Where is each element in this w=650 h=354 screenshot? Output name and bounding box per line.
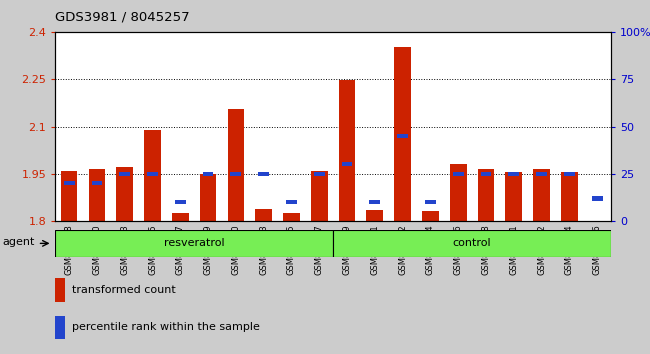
Text: percentile rank within the sample: percentile rank within the sample <box>72 322 260 332</box>
Bar <box>536 172 547 176</box>
Bar <box>533 169 550 221</box>
Bar <box>339 80 356 221</box>
Bar <box>450 164 467 221</box>
Bar <box>200 174 216 221</box>
Bar <box>480 172 491 176</box>
Bar <box>258 172 269 176</box>
Bar <box>203 172 213 176</box>
Bar <box>116 167 133 221</box>
Bar <box>369 200 380 204</box>
Bar <box>61 171 77 221</box>
Bar <box>367 210 383 221</box>
Bar <box>55 316 65 339</box>
Bar <box>478 169 494 221</box>
Bar <box>508 172 519 176</box>
Bar <box>395 47 411 221</box>
Bar <box>453 172 463 176</box>
Bar <box>64 181 75 185</box>
Bar <box>144 130 161 221</box>
Bar <box>286 200 297 204</box>
Bar <box>333 230 611 257</box>
Bar <box>55 230 333 257</box>
Text: control: control <box>453 238 491 249</box>
Bar <box>592 196 603 201</box>
Bar <box>120 172 130 176</box>
Bar <box>147 172 158 176</box>
Bar <box>283 213 300 221</box>
Text: transformed count: transformed count <box>72 285 176 295</box>
Bar <box>422 211 439 221</box>
Bar <box>227 109 244 221</box>
Bar <box>425 200 436 204</box>
Bar <box>175 200 186 204</box>
Bar <box>231 172 241 176</box>
Bar <box>55 278 65 302</box>
Bar <box>564 172 575 176</box>
Bar <box>561 172 578 221</box>
Bar <box>397 134 408 138</box>
Text: GDS3981 / 8045257: GDS3981 / 8045257 <box>55 11 190 24</box>
Bar <box>314 172 324 176</box>
Bar <box>172 213 188 221</box>
Bar <box>342 162 352 166</box>
Bar <box>255 209 272 221</box>
Bar <box>506 172 522 221</box>
Bar <box>88 169 105 221</box>
Bar <box>92 181 102 185</box>
Text: resveratrol: resveratrol <box>164 238 224 249</box>
Text: agent: agent <box>3 237 35 247</box>
Bar <box>311 171 328 221</box>
